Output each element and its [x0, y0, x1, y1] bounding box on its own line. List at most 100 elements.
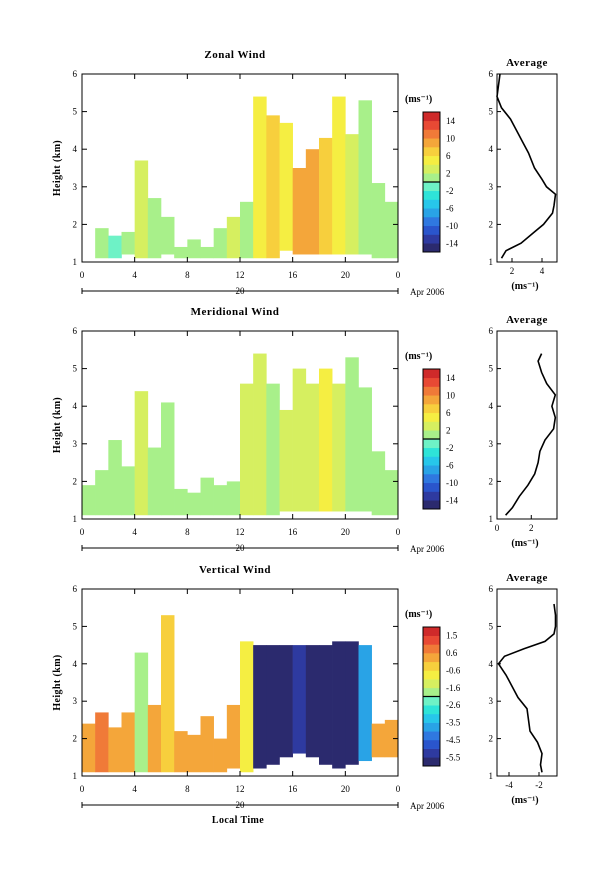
x-tick-label: 0: [396, 784, 401, 794]
colorbar-swatch: [423, 465, 440, 475]
colorbar-unit: (ms⁻¹): [405, 351, 432, 362]
colorbar-swatch: [423, 112, 440, 122]
data-cell: [147, 447, 162, 516]
colorbar-unit: (ms⁻¹): [405, 609, 432, 620]
colorbar-swatch: [423, 234, 440, 244]
data-cell: [174, 488, 188, 516]
y-tick-label: 5: [73, 364, 78, 374]
colorbar-swatch: [423, 757, 440, 767]
y-tick-label: 1: [73, 771, 78, 781]
data-cell: [187, 492, 201, 516]
average-y-tick-label: 1: [489, 257, 494, 267]
colorbar-tick-label: -6: [446, 203, 454, 213]
colorbar-swatch: [423, 482, 440, 492]
data-cell: [292, 645, 307, 754]
colorbar-tick-label: 14: [446, 116, 456, 126]
colorbar-swatch: [423, 722, 440, 732]
colorbar-swatch: [423, 705, 440, 715]
colorbar-swatch: [423, 748, 440, 758]
x-tick-label: 16: [288, 527, 298, 537]
colorbar-swatch: [423, 653, 440, 663]
colorbar-swatch: [423, 696, 440, 706]
data-cell: [121, 466, 135, 516]
data-cell: [134, 160, 149, 259]
average-profile-line: [496, 73, 557, 259]
colorbar-swatch: [423, 395, 440, 405]
panel-title: Meridional Wind: [191, 306, 280, 318]
average-profile-line: [497, 603, 557, 773]
data-cell: [121, 231, 135, 255]
data-cell: [266, 115, 280, 259]
data-cell: [213, 485, 228, 516]
date-month-year: Apr 2006: [410, 287, 445, 297]
average-y-tick-label: 2: [489, 734, 494, 744]
data-cell: [174, 246, 188, 259]
panel-title: Vertical Wind: [199, 564, 271, 576]
data-cell: [253, 645, 267, 769]
data-cell: [292, 368, 307, 512]
data-cell: [253, 96, 267, 259]
data-cell: [319, 137, 333, 255]
colorbar-swatch: [423, 243, 440, 253]
colorbar-tick-label: -10: [446, 221, 458, 231]
colorbar-swatch: [423, 439, 440, 449]
average-x-tick-label: -4: [505, 780, 513, 790]
x-tick-label: 0: [80, 527, 85, 537]
data-cell: [200, 477, 214, 516]
average-frame: [496, 588, 558, 777]
colorbar-swatch: [423, 447, 440, 457]
colorbar-swatch: [423, 644, 440, 654]
date-day: 20: [236, 543, 246, 553]
average-y-tick-label: 5: [489, 621, 494, 631]
y-tick-label: 4: [73, 659, 78, 669]
data-cell: [371, 451, 386, 516]
average-x-tick-label: 4: [540, 266, 545, 276]
x-tick-label: 20: [341, 527, 351, 537]
data-cell: [213, 228, 228, 259]
colorbar-swatch: [423, 474, 440, 484]
colorbar-swatch: [423, 164, 440, 174]
average-x-unit: (ms⁻¹): [511, 795, 538, 806]
x-tick-label: 8: [185, 784, 190, 794]
colorbar-tick-label: -0.6: [446, 665, 461, 675]
data-cell: [240, 201, 254, 259]
data-cell: [384, 201, 399, 259]
average-title: Average: [506, 57, 548, 69]
colorbar-swatch: [423, 412, 440, 422]
panel-title: Zonal Wind: [204, 49, 265, 61]
data-cell: [345, 641, 359, 765]
average-x-tick-label: 0: [495, 523, 500, 533]
data-cell: [95, 470, 109, 516]
data-cell: [161, 402, 175, 516]
average-x-unit: (ms⁻¹): [511, 538, 538, 549]
average-y-tick-label: 5: [489, 107, 494, 117]
data-cell: [358, 387, 372, 512]
y-tick-label: 1: [73, 514, 78, 524]
average-x-unit: (ms⁻¹): [511, 281, 538, 292]
data-cell: [266, 383, 280, 516]
data-cell: [108, 727, 122, 773]
colorbar-tick-label: -6: [446, 460, 454, 470]
y-tick-label: 3: [73, 182, 78, 192]
colorbar-swatch: [423, 386, 440, 396]
data-cell: [319, 645, 333, 765]
average-y-tick-label: 6: [489, 69, 494, 79]
colorbar-tick-label: 2: [446, 425, 451, 435]
y-tick-label: 1: [73, 257, 78, 267]
average-y-tick-label: 1: [489, 771, 494, 781]
data-cell: [279, 645, 293, 758]
colorbar-swatch: [423, 687, 440, 697]
average-y-tick-label: 4: [489, 401, 494, 411]
colorbar-swatch: [423, 173, 440, 183]
colorbar-tick-label: 6: [446, 151, 451, 161]
average-profile-line: [505, 353, 557, 516]
colorbar-swatch: [423, 491, 440, 501]
colorbar-unit: (ms⁻¹): [405, 94, 432, 105]
colorbar-swatch: [423, 147, 440, 157]
colorbar-swatch: [423, 661, 440, 671]
x-tick-label: 16: [288, 784, 298, 794]
data-cell: [95, 712, 109, 773]
